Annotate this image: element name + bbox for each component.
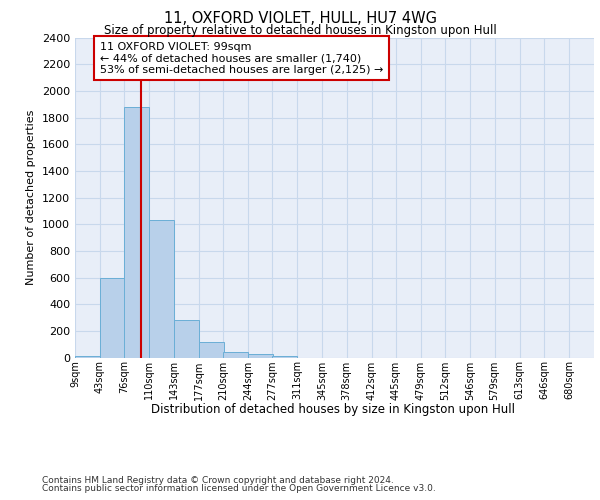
Text: Contains HM Land Registry data © Crown copyright and database right 2024.: Contains HM Land Registry data © Crown c… (42, 476, 394, 485)
Y-axis label: Number of detached properties: Number of detached properties (26, 110, 37, 285)
Bar (173, 320, 199, 358)
Text: Distribution of detached houses by size in Kingston upon Hull: Distribution of detached houses by size … (151, 402, 515, 415)
Bar (199, 342, 224, 357)
Text: 11, OXFORD VIOLET, HULL, HU7 4WG: 11, OXFORD VIOLET, HULL, HU7 4WG (163, 11, 437, 26)
Bar (223, 352, 248, 358)
Bar (149, 220, 175, 358)
Text: Contains public sector information licensed under the Open Government Licence v3: Contains public sector information licen… (42, 484, 436, 493)
Text: 11 OXFORD VIOLET: 99sqm
← 44% of detached houses are smaller (1,740)
53% of semi: 11 OXFORD VIOLET: 99sqm ← 44% of detache… (100, 42, 383, 74)
Bar (100, 278, 125, 357)
Bar (272, 356, 298, 358)
Bar (248, 354, 273, 358)
Bar (124, 107, 149, 358)
Bar (75, 356, 100, 358)
Text: Size of property relative to detached houses in Kingston upon Hull: Size of property relative to detached ho… (104, 24, 496, 37)
